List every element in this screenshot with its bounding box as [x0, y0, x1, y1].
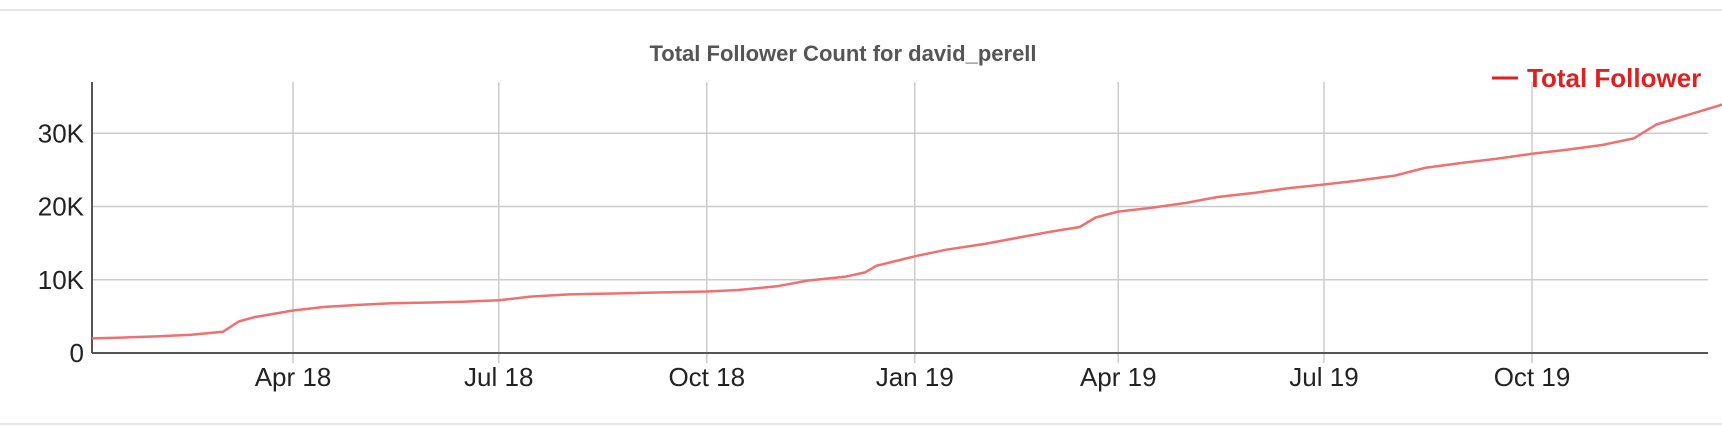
x-tick-label: Oct 19 [1494, 362, 1571, 392]
x-tick-label: Jan 19 [876, 362, 954, 392]
legend[interactable]: Total Follower [1492, 63, 1701, 93]
y-tick-label: 20K [38, 192, 85, 222]
series-line-total-follower[interactable] [91, 103, 1722, 340]
y-tick-label: 0 [70, 338, 84, 368]
x-tick-label: Jul 19 [1289, 362, 1358, 392]
tick-labels: 0 10K 20K 30K Apr 18 Jul 18 Oct 18 Jan 19 Apr 19… [38, 118, 1571, 392]
x-tick-label: Apr 19 [1080, 362, 1157, 392]
legend-label: Total Follower [1527, 63, 1701, 93]
y-tick-label: 30K [38, 118, 85, 148]
x-tick-label: Apr 18 [255, 362, 332, 392]
grid-lines [92, 82, 1708, 363]
x-tick-label: Jul 18 [464, 362, 533, 392]
axes [91, 82, 1708, 354]
chart-title: Total Follower Count for david_perell [649, 41, 1036, 66]
series-layer [91, 103, 1722, 340]
x-tick-label: Oct 18 [668, 362, 745, 392]
y-tick-label: 10K [38, 265, 85, 295]
